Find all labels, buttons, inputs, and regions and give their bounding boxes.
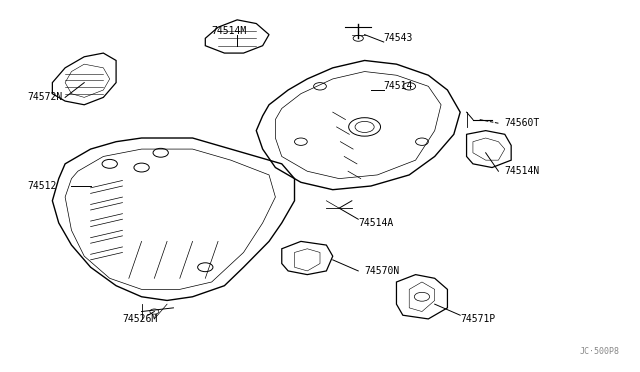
Text: 74512: 74512 <box>27 181 56 191</box>
Text: 74560T: 74560T <box>505 118 540 128</box>
Text: 74572N: 74572N <box>27 92 62 102</box>
Text: JC·500P8: JC·500P8 <box>579 347 620 356</box>
Text: 74514N: 74514N <box>505 166 540 176</box>
Text: 74570N: 74570N <box>365 266 400 276</box>
Text: 74514A: 74514A <box>358 218 394 228</box>
Text: 74543: 74543 <box>384 33 413 43</box>
Text: 74514M: 74514M <box>212 26 247 36</box>
Text: 74526M: 74526M <box>122 314 157 324</box>
Text: 74571P: 74571P <box>460 314 495 324</box>
Text: 74514: 74514 <box>384 81 413 91</box>
